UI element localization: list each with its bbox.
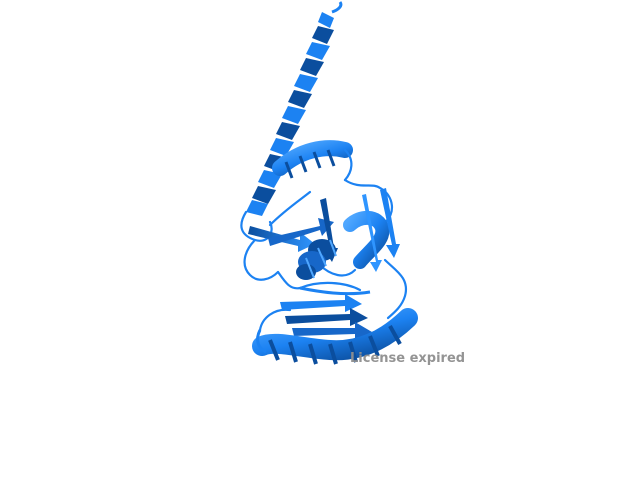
loop-coils — [240, 148, 408, 332]
right-helix — [343, 188, 400, 272]
central-helix — [296, 239, 337, 280]
bottom-helix — [252, 308, 418, 365]
license-watermark: License expired — [350, 351, 466, 366]
long-helix — [246, 1, 343, 216]
upper-helix — [272, 140, 353, 179]
beta-sheet-lower — [280, 286, 372, 340]
